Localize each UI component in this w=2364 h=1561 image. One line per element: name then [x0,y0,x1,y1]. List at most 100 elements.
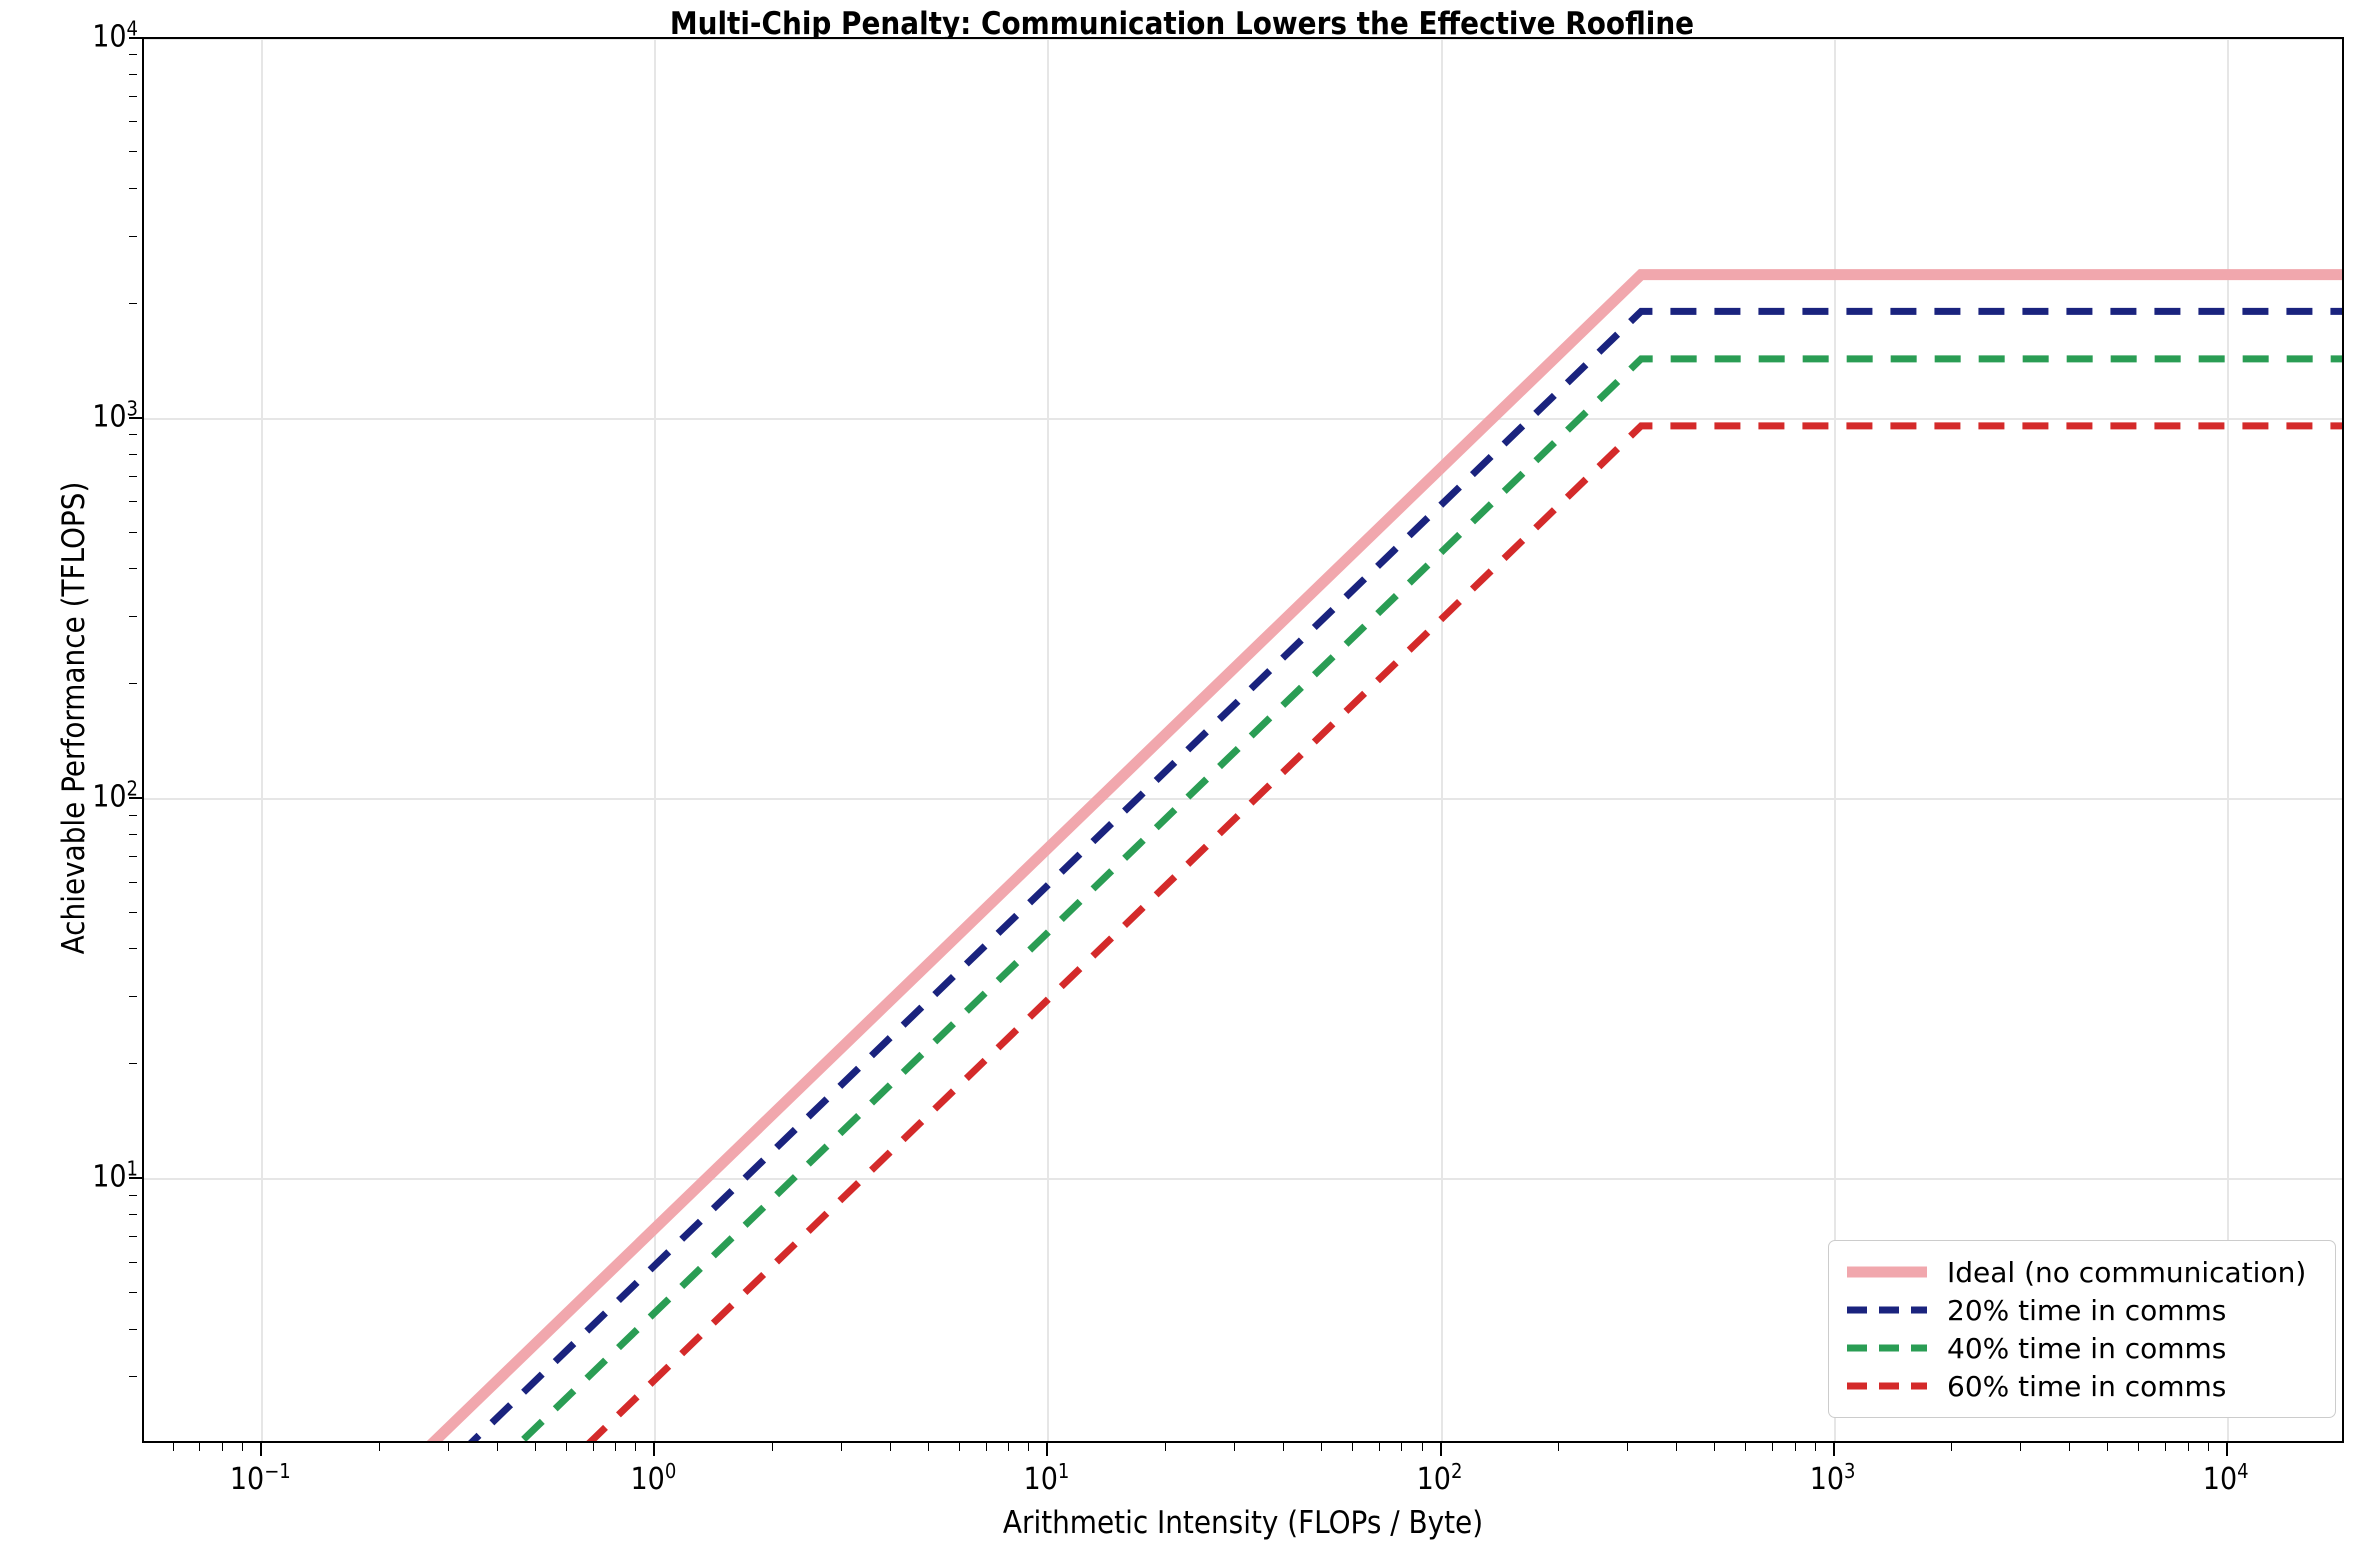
y-tick-minor [129,568,137,570]
x-tick-minor [222,1443,224,1451]
x-tick-minor [496,1443,498,1451]
x-tick-minor [378,1443,380,1451]
y-tick-minor [129,95,137,97]
x-tick-minor [1352,1443,1354,1451]
y-tick-minor [129,995,137,997]
y-tick-minor [129,151,137,153]
x-tick-major [1832,1443,1835,1456]
x-tick-major [2225,1443,2228,1456]
y-tick-label: 104 [92,16,138,55]
x-tick-minor [985,1443,987,1451]
legend-label: 60% time in comms [1947,1369,2227,1403]
y-tick-minor [129,856,137,858]
legend-label: Ideal (no communication) [1947,1255,2307,1289]
x-tick-minor [1028,1443,1030,1451]
x-tick-minor [1950,1443,1952,1451]
series-line-2 [516,355,2342,1441]
y-tick-minor [129,1291,137,1293]
x-tick-minor [959,1443,961,1451]
x-tick-minor [1745,1443,1747,1451]
chart-title: Multi-Chip Penalty: Communication Lowers… [669,6,1695,42]
y-tick-minor [129,881,137,883]
y-tick-minor [129,73,137,75]
x-tick-minor [2020,1443,2022,1451]
legend-label: 40% time in comms [1947,1331,2227,1365]
x-tick-minor [1321,1443,1323,1451]
y-tick-minor [129,1194,137,1196]
legend-item-2[interactable]: 40% time in comms [1845,1329,2315,1367]
gridline-vertical [1833,39,1836,1441]
x-tick-major [1046,1443,1049,1456]
y-tick-minor [129,615,137,617]
x-tick-minor [2107,1443,2109,1451]
x-tick-minor [2138,1443,2140,1451]
y-tick-minor [129,501,137,503]
x-tick-minor [199,1443,201,1451]
x-tick-minor [447,1443,449,1451]
x-tick-minor [173,1443,175,1451]
y-tick-label: 103 [92,396,138,435]
y-tick-minor [129,1376,137,1378]
x-tick-label: 10−1 [229,1459,291,1497]
y-tick-minor [129,188,137,190]
gridline-horizontal [144,39,2342,40]
y-tick-major [129,417,142,420]
x-tick-minor [1794,1443,1796,1451]
x-tick-minor [635,1443,637,1451]
y-tick-major [129,1177,142,1180]
x-tick-minor [1008,1443,1010,1451]
y-tick-minor [129,121,137,123]
y-tick-minor [129,302,137,304]
x-tick-minor [566,1443,568,1451]
x-tick-minor [615,1443,617,1451]
gridline-horizontal [144,798,2342,801]
y-tick-minor [129,453,137,455]
series-line-1 [468,307,2342,1441]
y-tick-minor [129,1062,137,1064]
x-axis-label: Arithmetic Intensity (FLOPs / Byte) [1002,1505,1484,1541]
x-tick-minor [890,1443,892,1451]
gridline-vertical [261,39,264,1441]
gridline-vertical [2226,39,2229,1441]
x-tick-minor [1627,1443,1629,1451]
x-tick-minor [2207,1443,2209,1451]
y-tick-minor [129,814,137,816]
x-tick-minor [840,1443,842,1451]
legend-item-0[interactable]: Ideal (no communication) [1845,1253,2315,1291]
y-tick-minor [129,682,137,684]
x-tick-minor [1771,1443,1773,1451]
y-tick-minor [129,911,137,913]
x-tick-major [260,1443,263,1456]
y-tick-minor [129,235,137,237]
x-tick-minor [1714,1443,1716,1451]
legend-item-1[interactable]: 20% time in comms [1845,1291,2315,1329]
x-tick-major [1439,1443,1442,1456]
x-tick-minor [2164,1443,2166,1451]
x-tick-major [653,1443,656,1456]
gridline-vertical [654,39,657,1441]
x-tick-minor [1164,1443,1166,1451]
legend-item-3[interactable]: 60% time in comms [1845,1367,2315,1405]
series-lines [426,269,2342,1441]
x-tick-minor [592,1443,594,1451]
y-tick-minor [129,1236,137,1238]
y-tick-minor [129,1214,137,1216]
gridline-vertical [1440,39,1443,1441]
x-tick-label: 102 [1416,1459,1463,1497]
y-tick-minor [129,1261,137,1263]
legend-swatch-icon [1845,1333,1929,1363]
y-tick-minor [129,948,137,950]
y-tick-minor [129,434,137,436]
y-tick-label: 101 [92,1156,138,1195]
x-tick-label: 104 [2202,1459,2249,1497]
y-tick-minor [129,1328,137,1330]
x-tick-minor [535,1443,537,1451]
x-tick-label: 101 [1023,1459,1070,1497]
x-tick-minor [1234,1443,1235,1451]
x-tick-label: 100 [630,1459,677,1497]
series-line-0 [426,269,2342,1441]
x-tick-minor [2069,1443,2071,1451]
legend-swatch-icon [1845,1257,1929,1287]
x-tick-minor [928,1443,930,1451]
